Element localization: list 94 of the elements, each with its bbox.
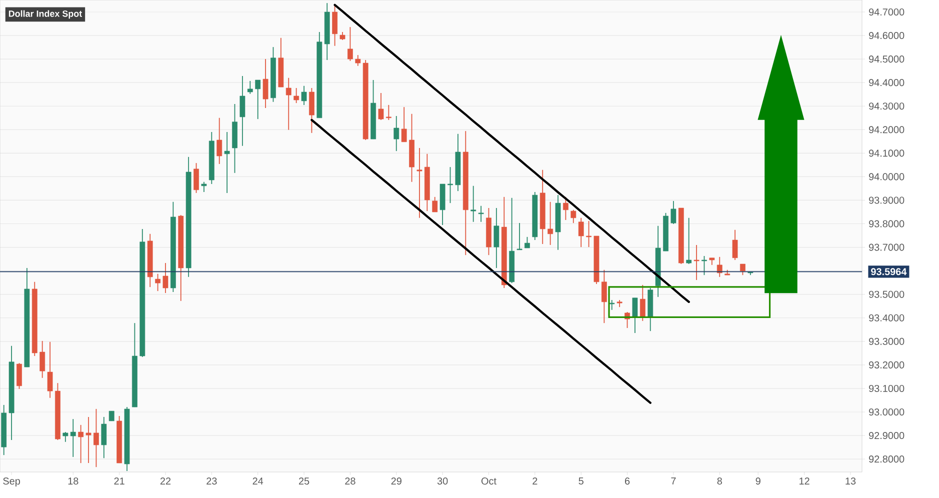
candlestick [548, 201, 553, 246]
candlestick [201, 181, 207, 192]
y-tick-label: 93.4000 [869, 314, 904, 322]
candlestick [224, 132, 230, 194]
y-tick-label: 93.7000 [869, 244, 904, 251]
candlestick [78, 424, 84, 464]
text: Dollar Index Spot [8, 10, 82, 19]
candlestick [586, 220, 592, 248]
x-tick-label: 23 [206, 478, 217, 485]
x-tick-label: 13 [846, 478, 856, 485]
x-tick-label: Sep [3, 478, 20, 487]
y-tick-label: 93.0000 [869, 408, 904, 416]
candlestick [524, 236, 530, 248]
candlestick [394, 116, 400, 152]
candlestick [686, 217, 692, 264]
candlestick [401, 106, 407, 142]
candlestick [601, 269, 607, 324]
y-tick-label: 94.3000 [869, 102, 904, 110]
candlestick [262, 58, 268, 108]
candlestick [108, 410, 114, 422]
x-tick-label: 30 [437, 478, 448, 485]
x-tick-label: 25 [298, 478, 310, 485]
candlestick [247, 80, 253, 94]
y-tick-label: 93.8000 [869, 220, 904, 228]
x-tick-label: 7 [671, 478, 676, 484]
candlestick [240, 76, 246, 146]
x-tick-label: 22 [160, 478, 171, 484]
candlestick [578, 217, 584, 248]
x-tick-label: Oct [481, 478, 496, 485]
candlestick [632, 297, 638, 334]
y-tick-label: 94.2000 [869, 126, 904, 134]
candlestick [432, 196, 438, 212]
ref-line-label: 93.5964 [871, 268, 907, 276]
candlestick [516, 222, 522, 250]
candlestick [470, 185, 476, 222]
candlestick [86, 416, 92, 464]
x-tick-label: 21 [114, 478, 124, 484]
candlestick [732, 229, 738, 260]
candlestick [694, 244, 700, 280]
x-tick-label: 29 [391, 478, 402, 485]
candlestick [309, 88, 314, 134]
y-tick-label: 92.8000 [869, 456, 904, 463]
candlestick [670, 200, 676, 224]
candlestick [47, 341, 53, 398]
candlestick [570, 209, 576, 224]
y-tick-label: 94.4000 [869, 79, 904, 86]
candlestick [716, 256, 722, 278]
candlestick [609, 300, 615, 310]
candlestick [494, 208, 500, 268]
x-tick-label: 24 [252, 478, 264, 484]
candlestick [348, 26, 353, 62]
x-tick-label: 18 [68, 478, 78, 485]
x-tick-label: 28 [345, 478, 356, 485]
y-tick-label: 93.3000 [869, 338, 904, 345]
candlestick [301, 85, 307, 106]
candlestick [416, 148, 422, 218]
candlestick [640, 284, 646, 322]
candlestick [155, 273, 160, 292]
x-tick-label: 6 [625, 478, 630, 485]
candlestick [216, 117, 222, 164]
y-tick-label: 94.0000 [869, 173, 904, 180]
candlestick [16, 362, 22, 390]
y-tick-label: 93.9000 [869, 196, 904, 204]
y-tick-label: 94.7000 [869, 8, 904, 16]
y-tick-label: 93.2000 [869, 361, 904, 368]
y-tick-label: 92.9000 [869, 432, 904, 440]
x-tick-label: 2 [532, 478, 538, 484]
candlestick [702, 256, 707, 276]
candlestick [62, 432, 68, 442]
candlestick [94, 408, 99, 468]
x-tick-label: 8 [717, 478, 722, 485]
x-tick-label: 12 [800, 478, 810, 484]
candlestick [70, 418, 76, 458]
y-tick-label: 94.6000 [869, 32, 904, 40]
candlestick [448, 166, 453, 204]
candlestick [101, 416, 107, 459]
candlestick [294, 88, 300, 104]
candlestick [286, 77, 292, 130]
candlestick [162, 262, 168, 294]
y-tick-label: 93.5000 [869, 290, 904, 298]
y-tick-label: 93.1000 [869, 384, 904, 392]
line-series [334, 4, 690, 303]
x-tick-label: 5 [578, 478, 584, 484]
y-tick-label: 94.1000 [869, 150, 904, 157]
candlestick [740, 264, 746, 276]
candlestick [386, 104, 392, 120]
candlestick [255, 80, 261, 120]
x-tick-label: 9 [756, 478, 760, 485]
candlestick [478, 205, 484, 222]
candlestick [40, 340, 46, 378]
candlestick [332, 4, 338, 46]
candlestick [378, 92, 384, 120]
y-tick-label: 94.5000 [869, 56, 904, 63]
candlestick [194, 162, 199, 194]
